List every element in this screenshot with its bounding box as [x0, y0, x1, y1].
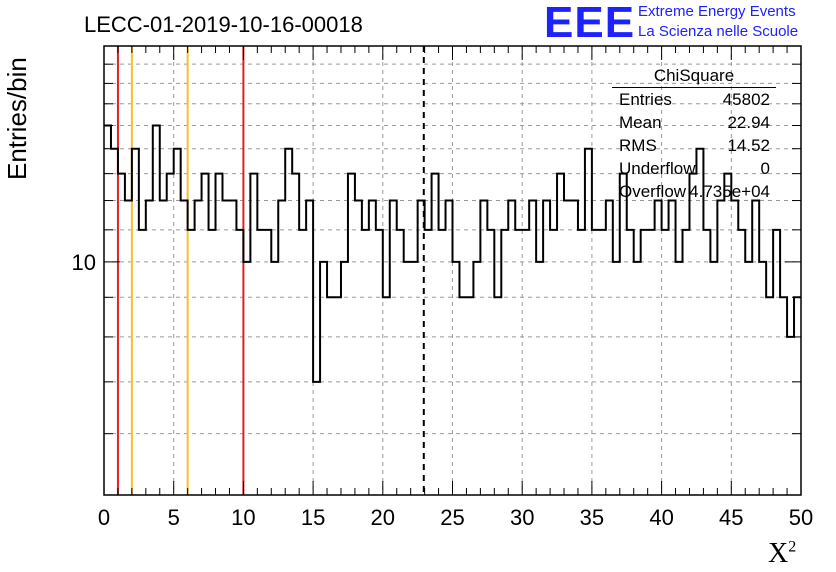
x-axis-label-sup: 2	[788, 538, 797, 556]
y-axis-label: Entries/bin	[2, 57, 32, 180]
logo-line-1: Extreme Energy Events	[638, 3, 796, 20]
chart-title: LECC-01-2019-10-16-00018	[84, 12, 363, 37]
stats-key: Entries	[619, 90, 672, 109]
stats-row: Underflow 0	[612, 157, 776, 180]
stats-key: Mean	[619, 113, 662, 132]
stats-box-name: ChiSquare	[612, 66, 776, 88]
x-tick-label: 35	[580, 505, 604, 530]
marker-lines-layer	[116, 46, 425, 495]
x-tick-label: 50	[789, 505, 813, 530]
x-axis-label: X2	[768, 538, 796, 570]
stats-row: Entries 45802	[612, 88, 776, 111]
stats-row: Overflow 4.735e+04	[612, 180, 776, 203]
x-axis-label-base: X	[768, 538, 789, 569]
stats-row: RMS 14.52	[612, 134, 776, 157]
x-tick-label: 45	[719, 505, 743, 530]
stats-key: Underflow	[619, 159, 696, 178]
histogram-series	[104, 124, 801, 383]
y-tick-label: 10	[72, 250, 96, 275]
stats-value: 22.94	[727, 113, 770, 132]
stats-row: Mean 22.94	[612, 111, 776, 134]
eee-logo: EEE	[544, 0, 636, 47]
x-tick-label: 40	[649, 505, 673, 530]
stats-box: ChiSquare Entries 45802 Mean 22.94 RMS 14.5…	[612, 66, 776, 203]
x-tick-label: 20	[371, 505, 395, 530]
x-tick-label: 10	[231, 505, 255, 530]
stats-value: 4.735e+04	[689, 182, 770, 201]
x-tick-label: 25	[440, 505, 464, 530]
x-tick-label: 0	[98, 505, 110, 530]
axis-ticks-layer: 0 5 10 15 20 25 30 35 40 45 50 10	[72, 46, 813, 530]
x-tick-label: 15	[301, 505, 325, 530]
x-tick-label: 30	[510, 505, 534, 530]
stats-value: 45802	[722, 90, 770, 109]
logo-line-2: La Scienza nelle Scuole	[638, 23, 799, 40]
stats-value: 0	[760, 159, 770, 178]
stats-key: RMS	[619, 136, 657, 155]
x-tick-label: 5	[168, 505, 180, 530]
eee-logo-text: Extreme Energy Events La Scienza nelle S…	[638, 2, 798, 42]
stats-value: 14.52	[727, 136, 770, 155]
stats-key: Overflow	[619, 182, 687, 201]
